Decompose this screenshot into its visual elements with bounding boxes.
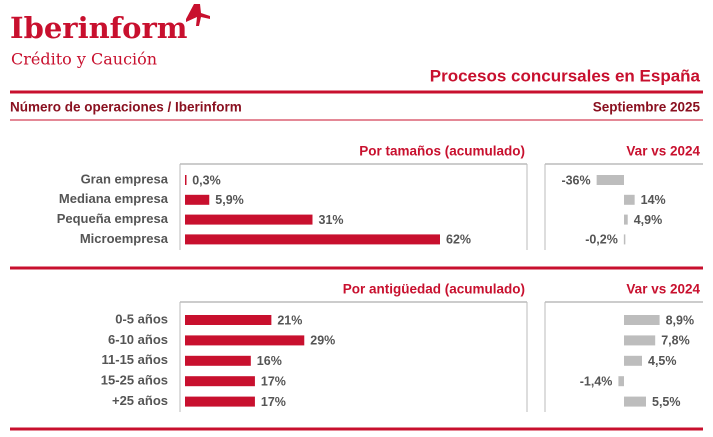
bar [624, 396, 646, 407]
subtitle: Número de operaciones / Iberinform [10, 100, 242, 115]
value-label: 17% [261, 374, 286, 388]
bar [185, 335, 305, 346]
value-label: 5,9% [215, 193, 244, 207]
bar [185, 396, 255, 407]
bar [185, 355, 251, 366]
value-label: 4,9% [634, 213, 663, 227]
bar [185, 175, 187, 185]
category-label: 6-10 años [108, 332, 168, 347]
logo-plane [186, 4, 210, 26]
page-title: Procesos concursales en España [430, 66, 701, 85]
value-label: 5,5% [652, 395, 681, 409]
bar [624, 315, 660, 325]
category-label: +25 años [112, 393, 168, 408]
value-label: 29% [310, 334, 335, 348]
bar [623, 234, 626, 245]
value-label: 31% [319, 213, 344, 227]
panel-title: Por antigüedad (acumulado) [343, 282, 525, 297]
value-label: 16% [257, 354, 282, 368]
category-label: Gran empresa [81, 171, 169, 186]
panel-title: Por tamaños (acumulado) [359, 144, 525, 159]
category-label: Microempresa [80, 231, 169, 246]
date: Septiembre 2025 [593, 100, 701, 115]
brand: Iberinform [10, 11, 188, 45]
value-label: 7,8% [661, 334, 690, 348]
value-label: -36% [561, 173, 590, 187]
bar [185, 214, 313, 225]
value-label: 4,5% [648, 354, 677, 368]
bar [596, 175, 624, 185]
bar [618, 376, 624, 387]
value-label: 21% [277, 313, 302, 327]
value-label: 0,3% [192, 173, 221, 187]
bar [624, 335, 656, 346]
value-label: 14% [641, 193, 666, 207]
category-label: 0-5 años [115, 311, 168, 326]
bar [624, 194, 635, 205]
bar [185, 194, 210, 205]
panel-title: Var vs 2024 [626, 144, 700, 159]
value-label: 8,9% [666, 313, 695, 327]
value-label: 62% [446, 233, 471, 247]
value-label: 17% [261, 395, 286, 409]
category-label: Mediana empresa [59, 191, 169, 206]
tagline: Crédito y Caución [11, 50, 157, 69]
category-label: 11-15 años [102, 352, 169, 367]
category-label: Pequeña empresa [57, 211, 169, 226]
bar [185, 315, 272, 325]
panel-title: Var vs 2024 [626, 282, 700, 297]
value-label: -0,2% [585, 233, 618, 247]
bar [624, 214, 628, 225]
category-label: 15-25 años [101, 373, 168, 388]
value-label: -1,4% [580, 374, 613, 388]
bar [185, 376, 255, 387]
bar [185, 234, 440, 245]
bar [624, 355, 642, 366]
